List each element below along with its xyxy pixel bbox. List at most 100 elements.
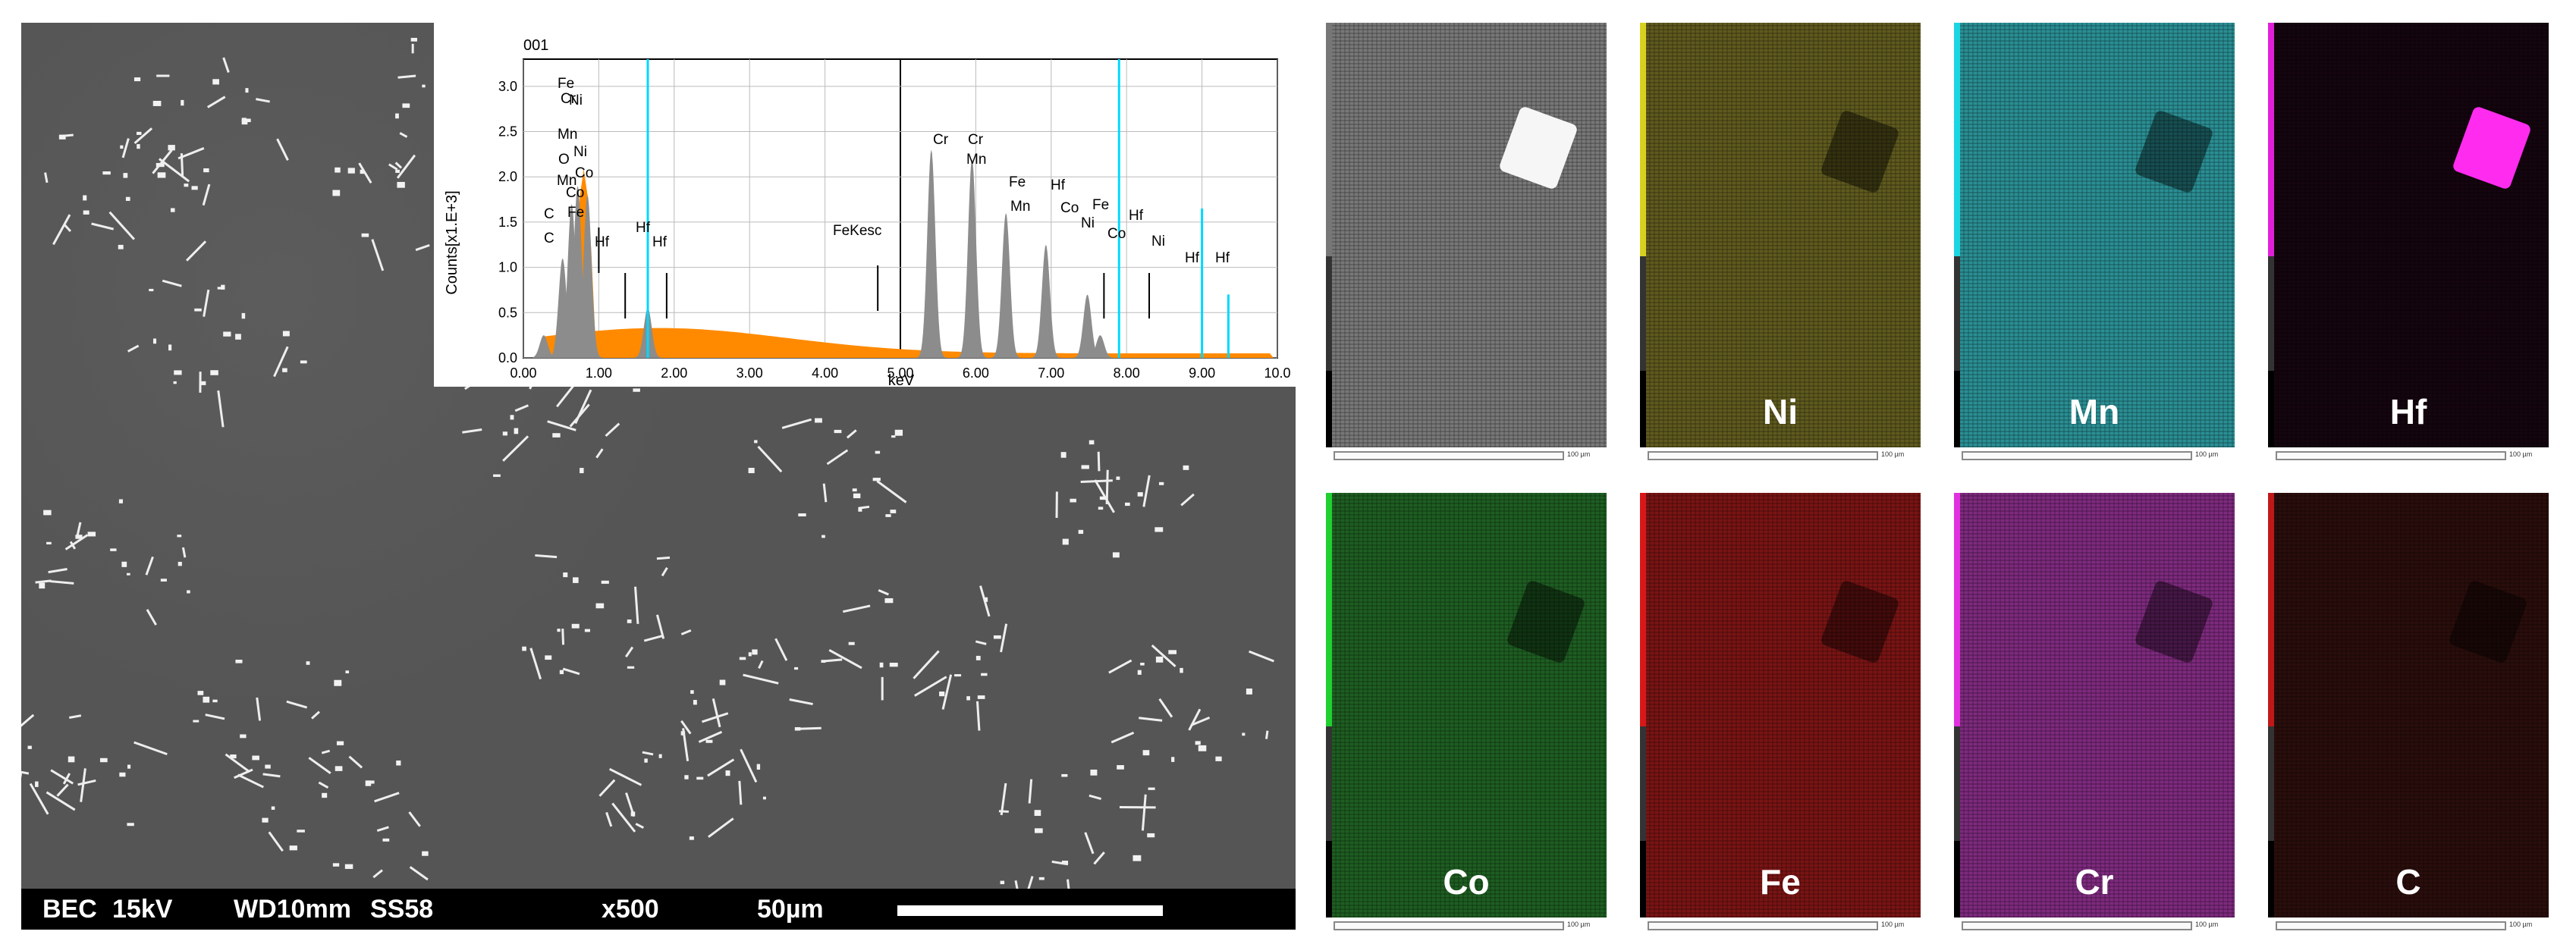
particle bbox=[1028, 779, 1033, 804]
intensity-bar bbox=[1640, 493, 1646, 917]
element-map-co: Co bbox=[1326, 493, 1607, 917]
particle bbox=[1034, 810, 1041, 816]
particle bbox=[821, 535, 825, 538]
particle bbox=[680, 720, 692, 735]
element-map-mn: Mn bbox=[1954, 23, 2235, 447]
particle bbox=[748, 652, 752, 657]
particle bbox=[848, 641, 855, 645]
particle bbox=[241, 118, 248, 125]
particle bbox=[388, 163, 398, 171]
particle bbox=[545, 655, 552, 660]
particle bbox=[1081, 465, 1089, 469]
particle bbox=[1111, 731, 1135, 744]
y-tick-label: 1.0 bbox=[498, 260, 517, 275]
particle bbox=[1089, 440, 1095, 445]
particle bbox=[939, 692, 945, 697]
particle bbox=[557, 629, 561, 632]
particle bbox=[99, 758, 108, 763]
particle bbox=[954, 674, 962, 677]
particle bbox=[1108, 659, 1132, 674]
particle bbox=[702, 712, 729, 723]
particle bbox=[705, 739, 713, 743]
particle bbox=[1060, 452, 1067, 458]
particle bbox=[1151, 645, 1176, 667]
particle bbox=[852, 488, 857, 492]
eds-spectrum-chart: 001 Counts[x1.E+3] keV 0.00 1.00 2.00 3.00 4… bbox=[444, 37, 1291, 387]
map-noise bbox=[2268, 23, 2549, 447]
particle bbox=[502, 431, 507, 436]
particle bbox=[627, 619, 632, 623]
element-map-cr: Cr bbox=[1954, 493, 2235, 917]
particle bbox=[306, 661, 310, 665]
x-tick-label: 1.00 bbox=[586, 365, 612, 381]
spectrum-peak bbox=[523, 335, 564, 358]
spectrum-peak bbox=[985, 212, 1026, 358]
particle bbox=[1171, 757, 1175, 762]
peak-label: Hf bbox=[652, 234, 668, 250]
particle bbox=[529, 648, 542, 680]
particle bbox=[493, 474, 501, 477]
particle bbox=[884, 598, 894, 604]
particle bbox=[177, 147, 205, 160]
map-element-label: C bbox=[2395, 862, 2421, 902]
particle bbox=[396, 154, 416, 179]
particle bbox=[547, 420, 576, 431]
particle bbox=[50, 769, 74, 785]
map-background bbox=[1954, 493, 2235, 917]
particle bbox=[344, 864, 353, 869]
element-map-fe: Fe bbox=[1640, 493, 1921, 917]
particle bbox=[77, 779, 96, 786]
particle bbox=[875, 450, 881, 454]
sem-spot-size: SS58 bbox=[370, 895, 434, 924]
particle bbox=[134, 741, 168, 756]
particle bbox=[212, 79, 219, 85]
particle bbox=[361, 233, 369, 237]
map-scale-label: 100 µm bbox=[1567, 450, 1591, 458]
intensity-bar bbox=[1326, 493, 1332, 917]
particle bbox=[177, 535, 182, 538]
particle bbox=[173, 381, 177, 384]
particle bbox=[977, 695, 985, 699]
particle bbox=[878, 588, 889, 596]
particle bbox=[739, 657, 746, 660]
particle bbox=[975, 655, 981, 660]
particle bbox=[276, 138, 289, 161]
particle bbox=[605, 422, 620, 438]
particle bbox=[522, 646, 526, 651]
particle bbox=[707, 758, 735, 777]
y-tick-label: 1.5 bbox=[498, 215, 517, 230]
particle bbox=[152, 338, 157, 344]
x-tick-label: 2.00 bbox=[661, 365, 687, 381]
particle bbox=[206, 96, 226, 108]
particle bbox=[193, 720, 199, 723]
particle bbox=[514, 428, 519, 434]
particle bbox=[1168, 650, 1177, 654]
particle bbox=[75, 535, 83, 539]
particle bbox=[1093, 852, 1105, 865]
map-element-label: Co bbox=[1443, 862, 1490, 902]
spectrum-peak bbox=[1079, 335, 1121, 358]
particle bbox=[347, 168, 355, 174]
particle bbox=[145, 556, 154, 576]
peak-label: Hf bbox=[1051, 177, 1066, 193]
particle bbox=[318, 781, 329, 789]
particle bbox=[598, 779, 616, 797]
particle bbox=[635, 823, 644, 829]
x-tick-label: 6.00 bbox=[963, 365, 989, 381]
particle bbox=[740, 748, 758, 783]
peak-label: Co bbox=[1060, 200, 1079, 216]
particle bbox=[64, 534, 89, 550]
particle bbox=[1155, 656, 1164, 663]
spectrum-peak bbox=[1026, 244, 1067, 358]
particle bbox=[821, 658, 843, 663]
sem-scale-label: 50µm bbox=[757, 895, 824, 924]
particle bbox=[181, 99, 184, 106]
eds-spectrum-inset: 001 Counts[x1.E+3] keV 0.00 1.00 2.00 3.00 4… bbox=[434, 23, 1296, 387]
particle bbox=[422, 851, 429, 856]
particle bbox=[762, 796, 766, 800]
particle bbox=[1034, 828, 1043, 833]
particle bbox=[240, 734, 247, 739]
particle bbox=[174, 370, 182, 375]
particle bbox=[1094, 479, 1115, 513]
particle bbox=[35, 579, 52, 584]
